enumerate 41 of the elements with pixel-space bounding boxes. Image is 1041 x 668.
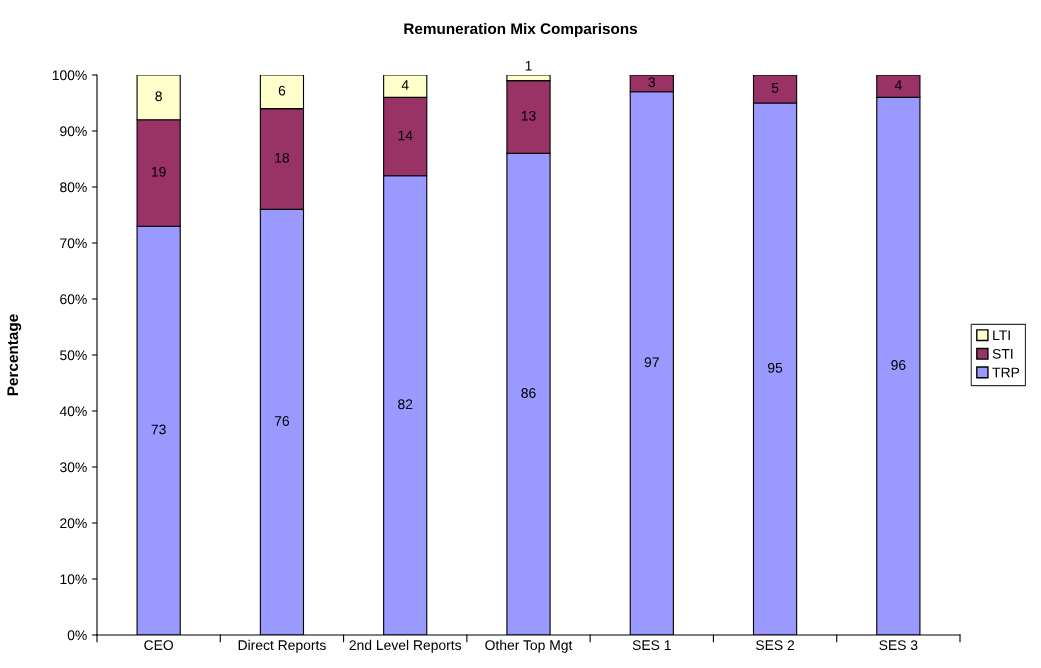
x-tick-label: CEO	[144, 640, 174, 651]
data-label: 6	[278, 85, 286, 96]
data-label: 4	[401, 80, 409, 90]
data-label: 82	[398, 399, 413, 410]
data-label: 86	[521, 388, 536, 398]
y-tick-label: 0%	[67, 630, 87, 641]
y-tick-label: 40%	[59, 406, 87, 417]
data-label: 19	[151, 166, 166, 177]
x-tick-label: 2nd Level Reports	[349, 639, 462, 653]
data-label: 96	[891, 360, 906, 370]
x-tick-label: SES 3	[879, 640, 918, 651]
data-label: 73	[151, 424, 166, 435]
legend-label: LTI	[993, 330, 1010, 341]
y-tick-label: 80%	[60, 182, 87, 193]
data-label: 13	[521, 110, 536, 121]
data-label: 8	[155, 91, 162, 102]
data-label: 3	[648, 77, 656, 88]
x-tick-label: SES 1	[632, 640, 671, 651]
data-label: 97	[644, 357, 659, 368]
x-tick-label: SES 2	[756, 640, 795, 651]
y-tick-label: 30%	[60, 462, 87, 473]
legend-label: TRP	[992, 367, 1020, 378]
y-tick-label: 10%	[60, 574, 87, 585]
data-label: 95	[768, 362, 783, 373]
data-label: 14	[398, 130, 413, 141]
y-tick-label: 90%	[60, 126, 87, 137]
y-tick-label: 50%	[60, 350, 87, 361]
chart-title: Remuneration Mix Comparisons	[404, 22, 638, 38]
y-tick-label: 60%	[60, 294, 87, 305]
y-tick-label: 100%	[52, 70, 87, 81]
x-tick-label: Direct Reports	[238, 639, 326, 653]
data-label: 1	[525, 60, 532, 71]
y-tick-label: 70%	[60, 238, 87, 249]
data-label: 76	[274, 416, 290, 426]
y-axis-title: Percentage	[7, 314, 22, 396]
legend-label: STI	[992, 348, 1013, 359]
y-tick-label: 20%	[60, 518, 87, 529]
data-label: 18	[275, 152, 290, 163]
x-tick-label: Other Top Mgt	[485, 639, 573, 653]
data-label: 5	[771, 83, 779, 93]
data-label: 4	[894, 80, 902, 90]
